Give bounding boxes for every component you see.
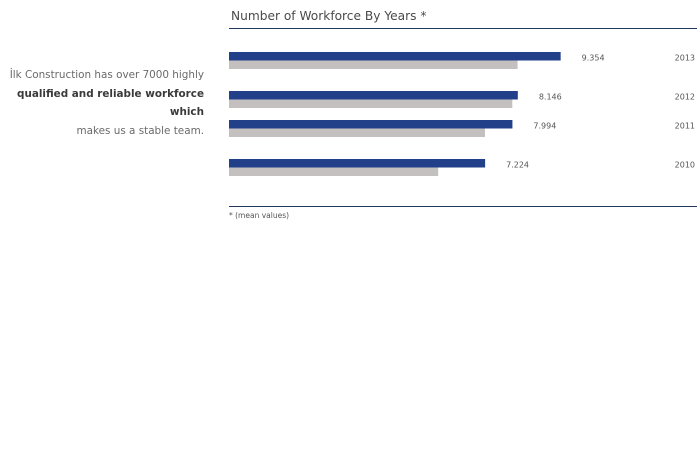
- intro-line-2: qualified and reliable workforce which: [17, 87, 204, 119]
- bar-series-1-2010: [229, 159, 486, 168]
- bar-series-1-2012: [229, 91, 518, 100]
- category-label-2010: 2010: [675, 161, 695, 170]
- value-label-2011: 7.994: [533, 122, 556, 131]
- bar-series-2-2012: [229, 99, 513, 108]
- intro-text: İlk Construction has over 7000 highly qu…: [0, 66, 204, 140]
- value-label-2013: 9.354: [582, 54, 605, 63]
- bar-series-2-2013: [229, 60, 518, 69]
- value-label-2012: 8.146: [539, 93, 562, 102]
- title-rule: [229, 28, 697, 29]
- bar-series-2-2010: [229, 167, 439, 176]
- intro-line-1: İlk Construction has over 7000 highly: [9, 69, 204, 81]
- chart-footnote: * (mean values): [229, 211, 290, 220]
- bar-series-1-2011: [229, 120, 513, 129]
- category-label-2011: 2011: [675, 122, 695, 131]
- intro-line-3: makes us a stable team.: [76, 124, 204, 137]
- value-label-2010: 7.224: [506, 161, 529, 170]
- category-label-2012: 2012: [675, 93, 695, 102]
- bottom-rule: [229, 206, 697, 207]
- category-label-2013: 2013: [675, 54, 695, 63]
- chart-title: Number of Workforce By Years *: [231, 9, 427, 23]
- bar-series-2-2011: [229, 128, 485, 137]
- bar-series-1-2013: [229, 52, 561, 61]
